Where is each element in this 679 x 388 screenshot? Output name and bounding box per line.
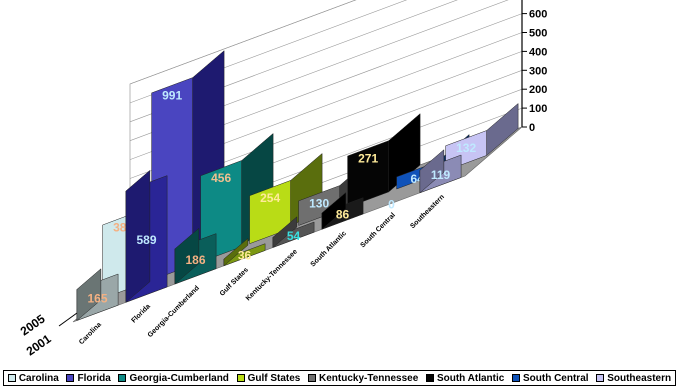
- legend-label: South Atlantic: [436, 372, 505, 384]
- legend-item: Gulf States: [236, 372, 301, 384]
- legend-item: Carolina: [7, 372, 59, 384]
- category-label: Gulf States: [219, 267, 250, 298]
- data-label-2005: 130: [309, 196, 329, 210]
- data-label-2001: 119: [431, 168, 451, 182]
- legend-item: Georgia-Cumberland: [118, 372, 229, 384]
- legend-swatch: [511, 374, 520, 382]
- chart-legend: Carolina Florida Georgia-Cumberland Gulf St…: [3, 370, 676, 386]
- y-tick-label: 500: [529, 28, 547, 40]
- data-label-2005: 132: [456, 141, 476, 155]
- category-label: Florida: [130, 303, 152, 325]
- data-label-2001: 86: [336, 207, 350, 221]
- legend-swatch: [236, 374, 245, 382]
- legend-item: South Atlantic: [425, 372, 505, 384]
- category-label: Southeastern: [409, 194, 446, 231]
- bar-2001-top-face: [174, 227, 200, 285]
- legend-swatch: [118, 374, 127, 382]
- y-tick-label: 600: [529, 9, 547, 21]
- legend-swatch: [596, 374, 605, 382]
- y-tick-label: 300: [529, 65, 547, 77]
- bar-2001-top-face: [223, 237, 249, 267]
- legend-item: Southeastern: [596, 373, 671, 384]
- category-label: Kentucky-Tennessee: [245, 248, 299, 302]
- legend-label: Georgia-Cumberland: [129, 372, 229, 384]
- data-label-2001: 186: [185, 253, 205, 267]
- y-tick-label: 100: [529, 103, 547, 115]
- legend-item: Florida: [66, 372, 111, 384]
- legend-item: Kentucky-Tennessee: [308, 373, 418, 384]
- data-label-2005: 456: [211, 171, 231, 185]
- data-label-2001: 36: [238, 249, 252, 263]
- category-label: South Atlantic: [310, 230, 348, 268]
- category-label: South Central: [359, 212, 396, 249]
- legend-item: South Central: [511, 372, 589, 384]
- legend-label: Carolina: [18, 372, 59, 384]
- bar-2001-top-face: [321, 191, 347, 230]
- legend-swatch: [308, 374, 316, 382]
- legend-label: Kentucky-Tennessee: [319, 372, 419, 384]
- y-tick-label: 400: [529, 46, 547, 58]
- bar-chart-3d: 01002003004005006007008009001000389165Ca…: [18, 0, 547, 358]
- data-label-2001: 165: [87, 291, 107, 305]
- legend-swatch: [66, 374, 75, 382]
- legend-swatch: [7, 374, 16, 382]
- bar-2001-top-face: [419, 149, 445, 194]
- legend-label: Florida: [77, 372, 111, 384]
- bar-2001-top-face: [76, 268, 102, 322]
- bar-2001-top-face: [125, 169, 151, 303]
- y-tick-label: 200: [529, 84, 547, 96]
- bar-2001-top-face: [272, 216, 298, 249]
- legend-label: South Central: [522, 372, 589, 384]
- data-label-2001: 54: [287, 229, 301, 243]
- data-label-2001: 589: [136, 233, 156, 247]
- data-label-2005: 271: [358, 151, 378, 165]
- data-label-2005: 254: [260, 191, 280, 205]
- data-label-2001: 0: [388, 197, 395, 211]
- y-tick-label: 0: [529, 122, 535, 134]
- category-label: Georgia-Cumberland: [147, 285, 201, 339]
- y-tick-label: 700: [529, 0, 547, 2]
- legend-label: Southeastern: [607, 372, 672, 384]
- legend-swatch: [425, 374, 434, 382]
- category-label: Carolina: [78, 321, 103, 346]
- gridline: [129, 0, 357, 85]
- bar-2005-side-face: [486, 102, 519, 156]
- legend-label: Gulf States: [247, 372, 301, 384]
- data-label-2005: 991: [162, 88, 182, 102]
